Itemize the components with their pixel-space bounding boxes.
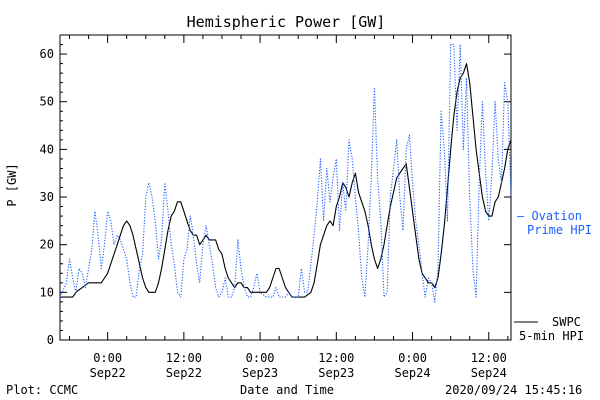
plot-timestamp: 2020/09/24 15:45:16 [445, 383, 583, 397]
chart-title: Hemispheric Power [GW] [187, 13, 386, 31]
plot-credit: Plot: CCMC [6, 383, 79, 397]
x-axis-label: Date and Time [240, 383, 334, 397]
swpc-series-line [60, 63, 512, 298]
y-tick-label: 30 [40, 190, 54, 204]
x-tick-label-time: 12:00 [318, 351, 354, 365]
y-tick-label: 10 [40, 285, 54, 299]
y-tick-label: 20 [40, 238, 54, 252]
x-tick-label-date: Sep23 [242, 366, 278, 380]
legend-swpc-line2: 5-min HPI [519, 329, 584, 343]
y-tick-label: 40 [40, 142, 54, 156]
plot-frame [59, 34, 512, 341]
x-tick-label-date: Sep24 [471, 366, 507, 380]
x-tick-label-time: 0:00 [246, 351, 275, 365]
ovation-prime-series-line [59, 43, 512, 303]
x-tick-label-date: Sep22 [90, 366, 126, 380]
y-tick-label: 50 [40, 95, 54, 109]
x-tick-label-time: 0:00 [398, 351, 427, 365]
plot-area: 01020304050600:00Sep2212:00Sep220:00Sep2… [40, 34, 512, 380]
legend-ovation-line2: Prime HPI [527, 223, 592, 237]
legend-ovation-line1: — Ovation [517, 209, 582, 223]
x-tick-label-time: 12:00 [471, 351, 507, 365]
x-tick-label-time: 0:00 [93, 351, 122, 365]
legend-swpc-line1: SWPC [552, 315, 581, 329]
x-tick-label-date: Sep24 [394, 366, 430, 380]
x-tick-label-date: Sep23 [318, 366, 354, 380]
x-tick-label-date: Sep22 [166, 366, 202, 380]
y-tick-label: 0 [47, 333, 54, 347]
x-tick-label-time: 12:00 [166, 351, 202, 365]
y-tick-label: 60 [40, 47, 54, 61]
y-axis-label: P [GW] [5, 163, 19, 206]
